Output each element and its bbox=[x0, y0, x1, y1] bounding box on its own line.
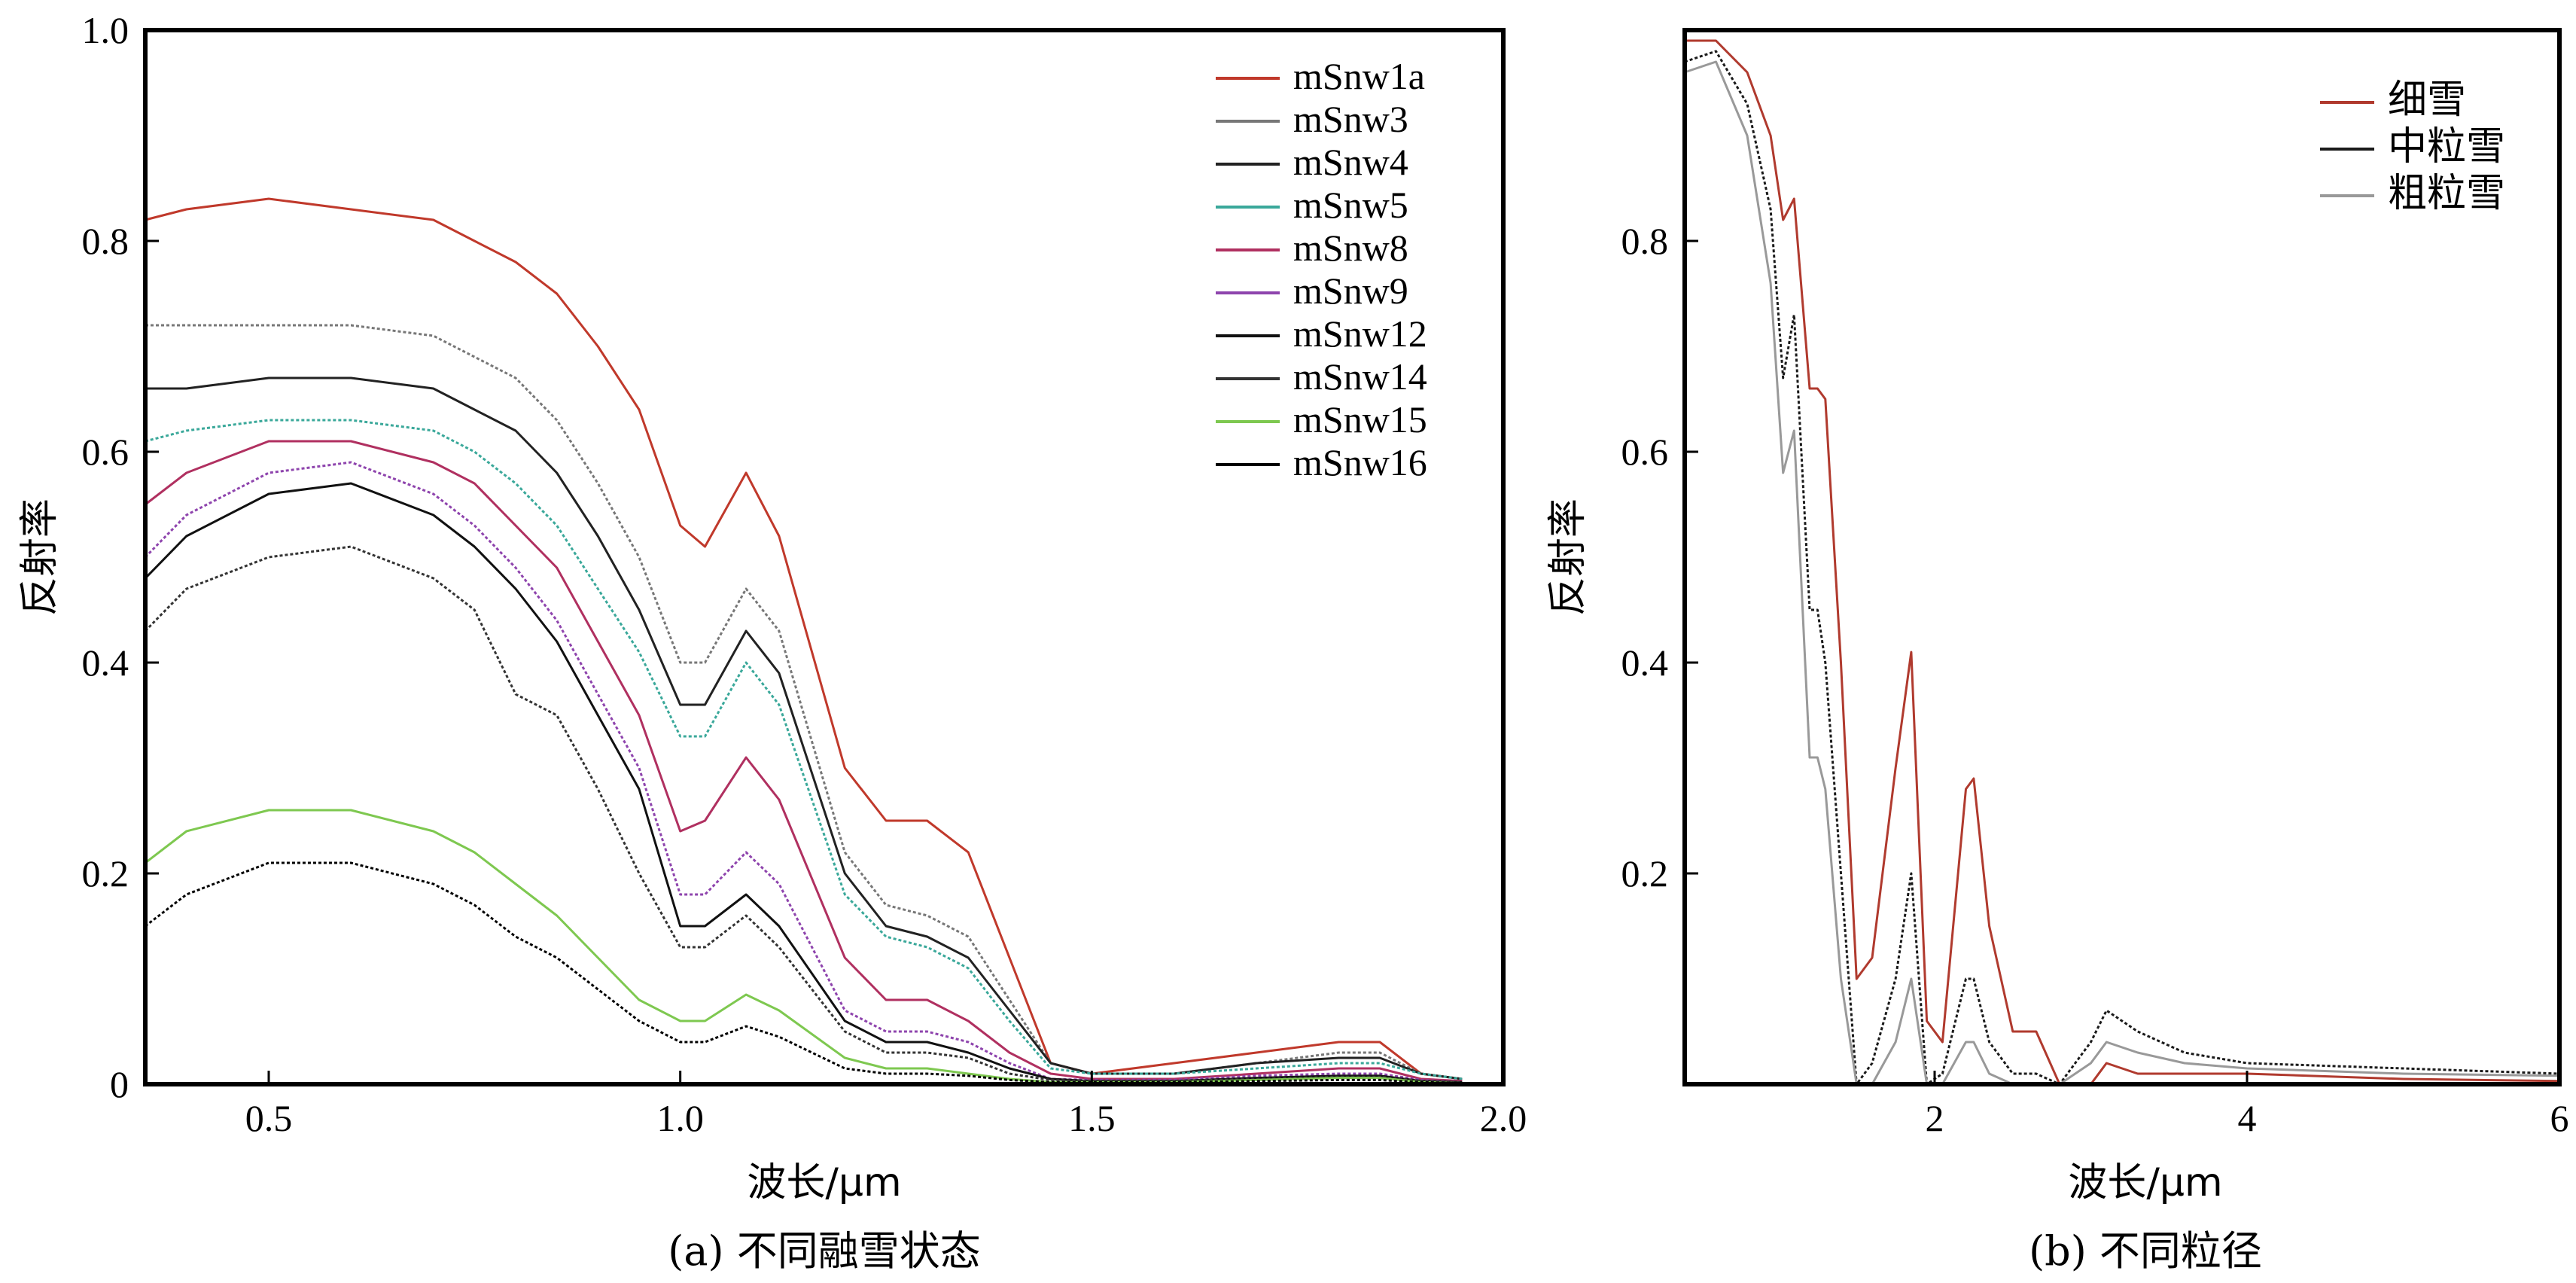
panel-a-series-line-4 bbox=[145, 440, 1463, 1083]
panel-b-legend-label-2: 粗粒雪 bbox=[2388, 171, 2505, 216]
panel-a-y-axis-label: 反射率 bbox=[17, 498, 62, 616]
panel-b-y-tick-label-2: 0.6 bbox=[1621, 431, 1669, 473]
panel-a-x-axis-label: 波长/μm bbox=[747, 1160, 901, 1205]
panel-a-series-line-3 bbox=[145, 419, 1463, 1080]
panel-a-series-line-1 bbox=[145, 324, 1463, 1080]
panel-a-y-tick-label-5: 1.0 bbox=[82, 9, 129, 51]
panel-b-plot-frame bbox=[1682, 28, 2562, 1086]
panel-b-caption: (b) 不同粒径 bbox=[2029, 1227, 2262, 1275]
panel-a-ticks: 0.5 1.0 1.5 2.0 0 0.2 0.4 0.6 0.8 1.0 bbox=[82, 9, 1527, 1139]
panel-a-series-line-8 bbox=[145, 809, 1463, 1085]
panel-a-y-tick-label-1: 0.2 bbox=[82, 852, 129, 894]
panel-b-x-tick-label-2: 6 bbox=[2550, 1097, 2569, 1139]
panel-a-y-tick-label-2: 0.4 bbox=[82, 642, 129, 684]
panel-b-y-axis-label: 反射率 bbox=[1545, 498, 1591, 616]
panel-a-legend-label-6: mSnw12 bbox=[1293, 312, 1427, 355]
panel-a-series-line-6 bbox=[144, 482, 1463, 1083]
panel-a-legend-label-0: mSnw1a bbox=[1293, 55, 1425, 97]
panel-b-ticks: 2 4 6 0.2 0.4 0.6 0.8 bbox=[1621, 220, 2569, 1139]
panel-a-legend-label-1: mSnw3 bbox=[1293, 98, 1408, 140]
panel-a-legend-label-4: mSnw8 bbox=[1293, 227, 1408, 269]
panel-a-legend-label-3: mSnw5 bbox=[1293, 184, 1408, 226]
panel-a-legend-label-9: mSnw16 bbox=[1293, 441, 1427, 483]
panel-b-legend-label-0: 细雪 bbox=[2388, 78, 2466, 123]
panel-a-series-line-9 bbox=[145, 861, 1463, 1085]
panel-b-series-line-0 bbox=[1685, 39, 2560, 1086]
panel-a-x-tick-label-3: 2.0 bbox=[1480, 1097, 1527, 1139]
panel-b-y-tick-label-0: 0.2 bbox=[1621, 852, 1669, 894]
panel-b-x-tick-label-1: 4 bbox=[2238, 1097, 2257, 1139]
panel-a-series-line-2 bbox=[145, 376, 1463, 1080]
panel-a-x-tick-label-1: 1.0 bbox=[656, 1097, 704, 1139]
panel-a-legend-label-5: mSnw9 bbox=[1293, 270, 1408, 312]
panel-b-y-tick-label-1: 0.4 bbox=[1621, 642, 1669, 684]
panel-a-x-tick-label-2: 1.5 bbox=[1068, 1097, 1116, 1139]
panel-a-legend-label-2: mSnw4 bbox=[1293, 141, 1408, 183]
panel-b-y-tick-label-3: 0.8 bbox=[1621, 220, 1669, 262]
panel-a-legend: mSnw1amSnw3mSnw4mSnw5mSnw8mSnw9mSnw12mSn… bbox=[1216, 55, 1427, 483]
panel-b-x-tick-label-0: 2 bbox=[1926, 1097, 1944, 1139]
panel-a-melting-states: 0.5 1.0 1.5 2.0 0 0.2 0.4 0.6 0.8 1.0 mSnw1amSnw3… bbox=[17, 9, 1527, 1275]
panel-a-plot-frame bbox=[143, 28, 1506, 1086]
panel-a-y-tick-label-4: 0.8 bbox=[82, 220, 129, 262]
panel-a-y-tick-label-0: 0 bbox=[110, 1063, 129, 1105]
panel-a-caption: (a) 不同融雪状态 bbox=[668, 1227, 981, 1275]
panel-a-x-tick-label-0: 0.5 bbox=[245, 1097, 293, 1139]
panel-a-series-group bbox=[144, 197, 1463, 1085]
panel-b-legend-label-1: 中粒雪 bbox=[2388, 124, 2505, 169]
panel-a-legend-label-8: mSnw15 bbox=[1293, 398, 1427, 440]
panel-a-legend-label-7: mSnw14 bbox=[1293, 355, 1427, 398]
panel-a-series-line-0 bbox=[145, 197, 1463, 1080]
panel-b-x-axis-label: 波长/μm bbox=[2068, 1160, 2222, 1205]
panel-a-y-tick-label-3: 0.6 bbox=[82, 431, 129, 473]
panel-a-series-line-5 bbox=[144, 461, 1463, 1083]
